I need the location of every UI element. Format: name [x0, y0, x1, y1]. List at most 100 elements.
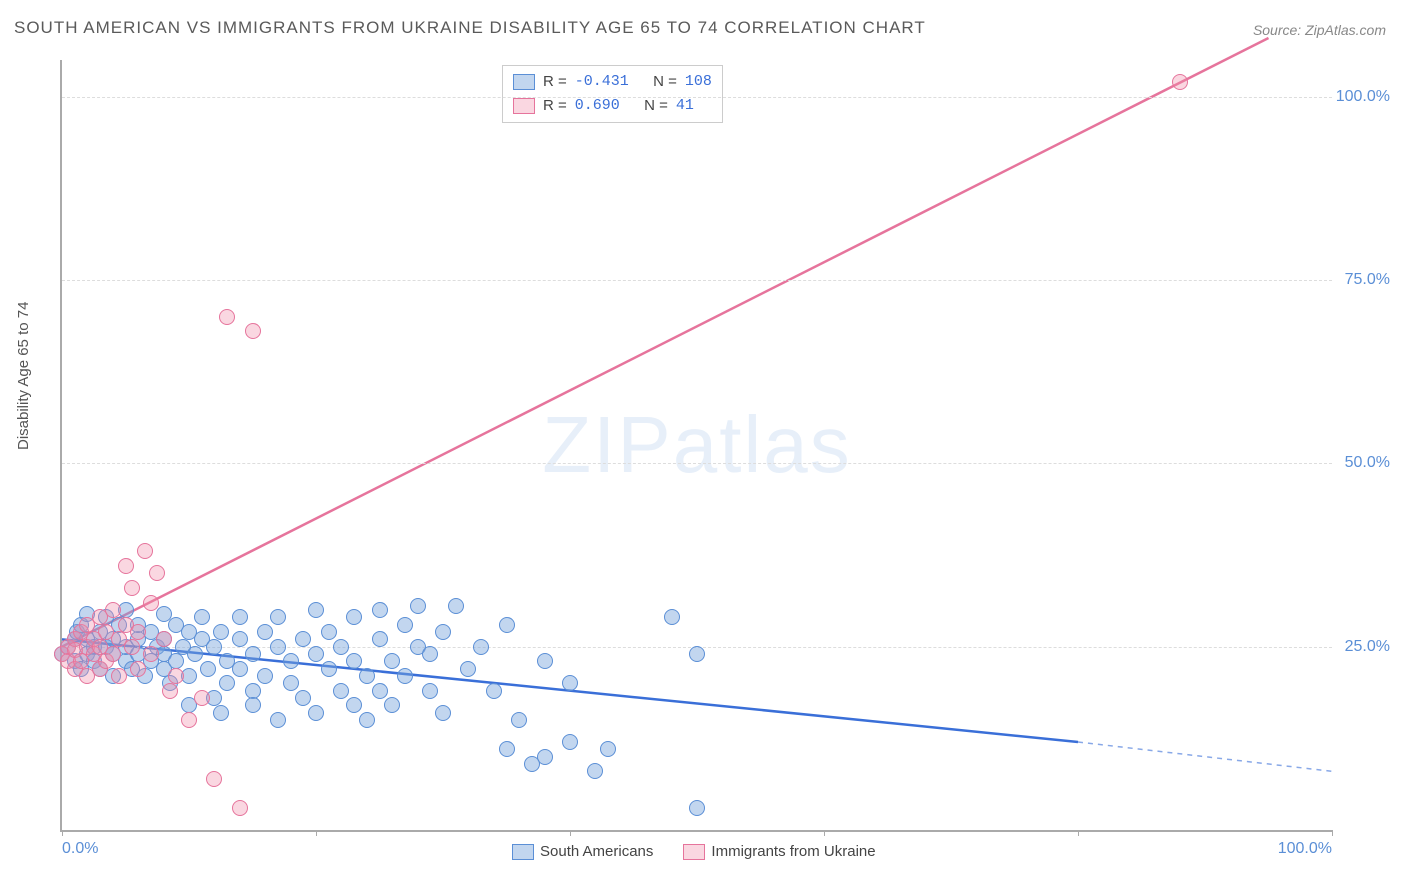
- data-point: [346, 609, 362, 625]
- data-point: [245, 697, 261, 713]
- data-point: [105, 602, 121, 618]
- data-point: [359, 668, 375, 684]
- n-label: N =: [653, 70, 677, 94]
- swatch-pink: [683, 844, 705, 860]
- data-point: [600, 741, 616, 757]
- data-point: [105, 646, 121, 662]
- data-point: [257, 668, 273, 684]
- data-point: [232, 800, 248, 816]
- data-point: [346, 697, 362, 713]
- data-point: [168, 668, 184, 684]
- data-point: [194, 690, 210, 706]
- data-point: [689, 800, 705, 816]
- data-point: [499, 741, 515, 757]
- data-point: [219, 309, 235, 325]
- data-point: [321, 624, 337, 640]
- data-point: [111, 668, 127, 684]
- data-point: [422, 646, 438, 662]
- data-point: [308, 602, 324, 618]
- data-point: [384, 653, 400, 669]
- data-point: [232, 609, 248, 625]
- data-point: [124, 639, 140, 655]
- r-value: -0.431: [575, 70, 629, 94]
- swatch-pink: [513, 98, 535, 114]
- data-point: [143, 646, 159, 662]
- y-tick-label: 25.0%: [1345, 638, 1390, 656]
- source-value: ZipAtlas.com: [1305, 22, 1386, 38]
- data-point: [397, 668, 413, 684]
- data-point: [200, 661, 216, 677]
- data-point: [422, 683, 438, 699]
- data-point: [486, 683, 502, 699]
- data-point: [562, 734, 578, 750]
- data-point: [435, 624, 451, 640]
- swatch-blue: [513, 74, 535, 90]
- data-point: [664, 609, 680, 625]
- data-point: [435, 705, 451, 721]
- gridline: [62, 97, 1332, 98]
- data-point: [137, 543, 153, 559]
- chart-title: SOUTH AMERICAN VS IMMIGRANTS FROM UKRAIN…: [14, 18, 926, 38]
- x-tick-label: 0.0%: [62, 840, 98, 858]
- stat-row: R =-0.431 N =108: [513, 70, 712, 94]
- data-point: [372, 631, 388, 647]
- x-tick-mark: [62, 830, 63, 836]
- data-point: [219, 675, 235, 691]
- data-point: [562, 675, 578, 691]
- data-point: [308, 646, 324, 662]
- data-point: [162, 683, 178, 699]
- data-point: [283, 675, 299, 691]
- data-point: [372, 683, 388, 699]
- source-label: Source:: [1253, 22, 1305, 38]
- y-tick-label: 100.0%: [1336, 88, 1390, 106]
- data-point: [537, 653, 553, 669]
- data-point: [245, 646, 261, 662]
- stat-box: R =-0.431 N =108R =0.690 N = 41: [502, 65, 723, 123]
- x-tick-label: 100.0%: [1278, 840, 1332, 858]
- data-point: [372, 602, 388, 618]
- swatch-blue: [512, 844, 534, 860]
- data-point: [168, 653, 184, 669]
- x-tick-mark: [570, 830, 571, 836]
- data-point: [245, 683, 261, 699]
- data-point: [359, 712, 375, 728]
- x-tick-mark: [824, 830, 825, 836]
- data-point: [206, 639, 222, 655]
- y-tick-label: 75.0%: [1345, 271, 1390, 289]
- data-point: [499, 617, 515, 633]
- chart-container: Disability Age 65 to 74 ZIPatlas R =-0.4…: [25, 50, 1390, 890]
- data-point: [384, 697, 400, 713]
- data-point: [689, 646, 705, 662]
- data-point: [156, 631, 172, 647]
- data-point: [257, 624, 273, 640]
- data-point: [213, 624, 229, 640]
- source-attribution: Source: ZipAtlas.com: [1253, 22, 1386, 38]
- data-point: [118, 558, 134, 574]
- data-point: [308, 705, 324, 721]
- legend-label: Immigrants from Ukraine: [711, 843, 875, 860]
- data-point: [143, 595, 159, 611]
- data-point: [213, 705, 229, 721]
- y-axis-label: Disability Age 65 to 74: [15, 302, 32, 450]
- trend-lines-layer: [62, 60, 1332, 830]
- legend-item: Immigrants from Ukraine: [683, 843, 875, 860]
- data-point: [270, 609, 286, 625]
- data-point: [460, 661, 476, 677]
- data-point: [232, 631, 248, 647]
- gridline: [62, 463, 1332, 464]
- data-point: [181, 712, 197, 728]
- data-point: [283, 653, 299, 669]
- data-point: [270, 639, 286, 655]
- data-point: [270, 712, 286, 728]
- data-point: [130, 624, 146, 640]
- data-point: [295, 631, 311, 647]
- data-point: [295, 690, 311, 706]
- data-point: [232, 661, 248, 677]
- y-tick-label: 50.0%: [1345, 454, 1390, 472]
- legend: South AmericansImmigrants from Ukraine: [512, 843, 876, 860]
- data-point: [511, 712, 527, 728]
- data-point: [194, 609, 210, 625]
- data-point: [473, 639, 489, 655]
- data-point: [410, 598, 426, 614]
- x-tick-mark: [1078, 830, 1079, 836]
